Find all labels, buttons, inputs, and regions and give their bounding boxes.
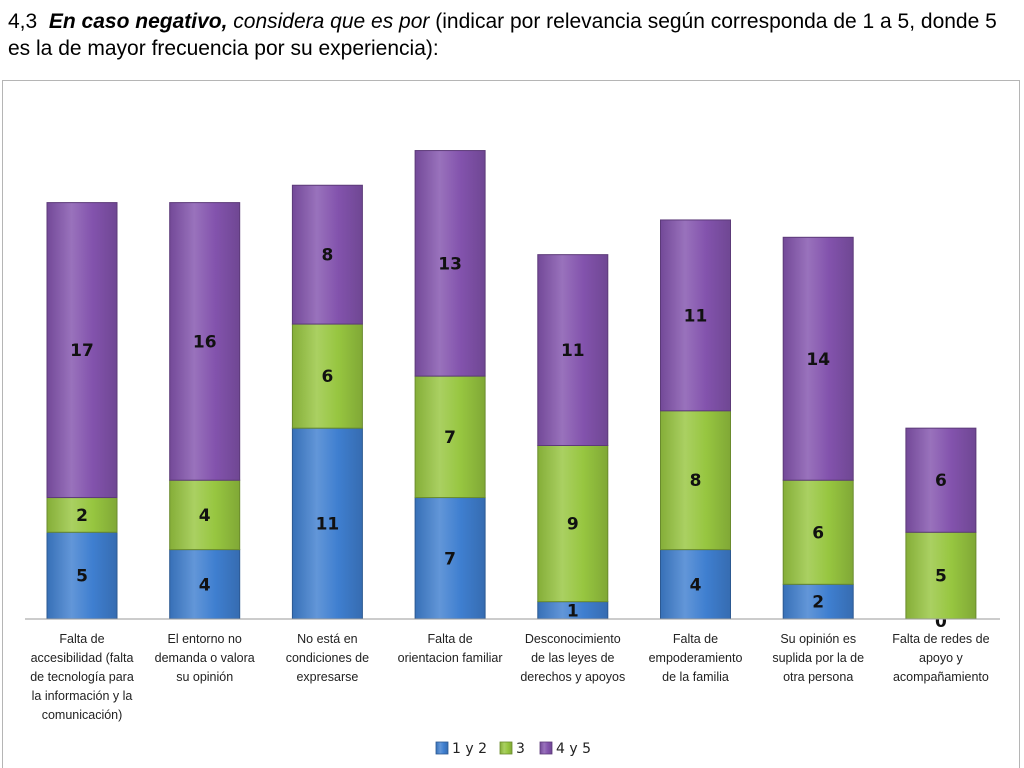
question-number: 4,3 [8,10,38,33]
bar-segment-s3-1 [46,497,118,533]
data-label-s3-1: 2 [76,506,88,526]
data-label-s1y2-5: 1 [567,601,579,621]
data-label-s3-8: 5 [935,567,947,587]
legend-label-s1y2: 1 y 2 [452,741,487,757]
data-label-s3-4: 7 [444,428,456,448]
category-label-6: Falta de empoderamiento de la familia [649,632,743,684]
bar-segment-s4y5-3 [291,184,363,325]
legend-label-s3: 3 [516,741,525,757]
data-label-s3-5: 9 [567,515,579,535]
bar-segment-s3-4 [414,375,486,499]
data-label-s4y5-5: 11 [561,341,585,361]
data-label-s4y5-8: 6 [935,471,947,491]
bar-segment-s3-8 [905,531,977,620]
heading-bold-italic: En caso negativo, [48,10,228,33]
bar-segment-s4y5-1 [46,202,118,499]
legend-swatch-s4y5 [539,741,553,755]
data-label-s4y5-6: 11 [684,306,708,326]
heading-rest: (indicar por relevancia según correspond… [8,10,997,60]
data-label-s1y2-2: 4 [199,575,211,595]
data-label-s4y5-3: 8 [321,246,333,266]
category-label-3: No está en condiciones de expresarse [286,632,369,684]
bar-segment-s1y2-6 [660,549,731,620]
legend-swatch-s1y2 [435,741,449,755]
data-label-s3-6: 8 [690,471,702,491]
bar-segment-s3-3 [291,323,363,429]
heading-italic: considera que es por [233,10,430,33]
legend-label-s4y5: 4 y 5 [556,741,591,757]
data-label-s1y2-3: 11 [316,515,340,535]
bar-segment-s4y5-5 [537,254,609,446]
data-label-s1y2-7: 2 [812,593,824,613]
category-label-2: El entorno no demanda o valora su opinión [155,632,255,684]
bar-segment-s3-7 [782,479,854,585]
bar-segment-s4y5-7 [782,236,854,481]
category-label-8: Falta de redes de apoyo y acompañamiento [892,632,989,684]
data-label-s3-7: 6 [812,523,824,543]
data-label-s4y5-4: 13 [438,254,462,274]
bar-segment-s1y2-2 [169,549,241,620]
bar-segment-s3-6 [660,410,731,551]
data-label-s4y5-7: 14 [806,350,830,370]
question-heading: 4,3 En caso negativo, considera que es p… [8,8,1018,62]
bar-segment-s1y2-3 [291,427,363,620]
data-label-s3-2: 4 [199,506,211,526]
bar-segment-s1y2-4 [414,497,486,620]
data-label-s4y5-2: 16 [193,332,217,352]
legend-swatch-s3 [499,741,513,755]
category-labels-layer: Falta de accesibilidad (falta de tecnologí… [30,632,989,722]
data-label-s1y2-6: 4 [690,575,702,595]
category-label-1: Falta de accesibilidad (falta de tecnologí… [30,632,134,722]
bar-segment-s4y5-6 [660,219,731,412]
category-label-5: Desconocimiento de las leyes de derechos y… [520,632,625,684]
data-label-s1y2-4: 7 [444,549,456,569]
bar-segment-s4y5-2 [169,202,241,481]
bar-segment-s1y2-7 [782,583,854,620]
bar-segment-s4y5-4 [414,150,486,377]
category-label-7: Su opinión es suplida por la de otra perso… [772,632,864,684]
bar-segment-s1y2-1 [46,531,118,620]
legend: 1 y 2 3 4 y 5 [435,741,591,757]
data-label-s3-3: 6 [321,367,333,387]
data-label-s1y2-1: 5 [76,567,88,587]
data-label-s4y5-1: 17 [70,341,94,361]
category-label-4: Falta de orientacion familiar [398,632,503,665]
bar-segment-s4y5-8 [905,427,977,533]
